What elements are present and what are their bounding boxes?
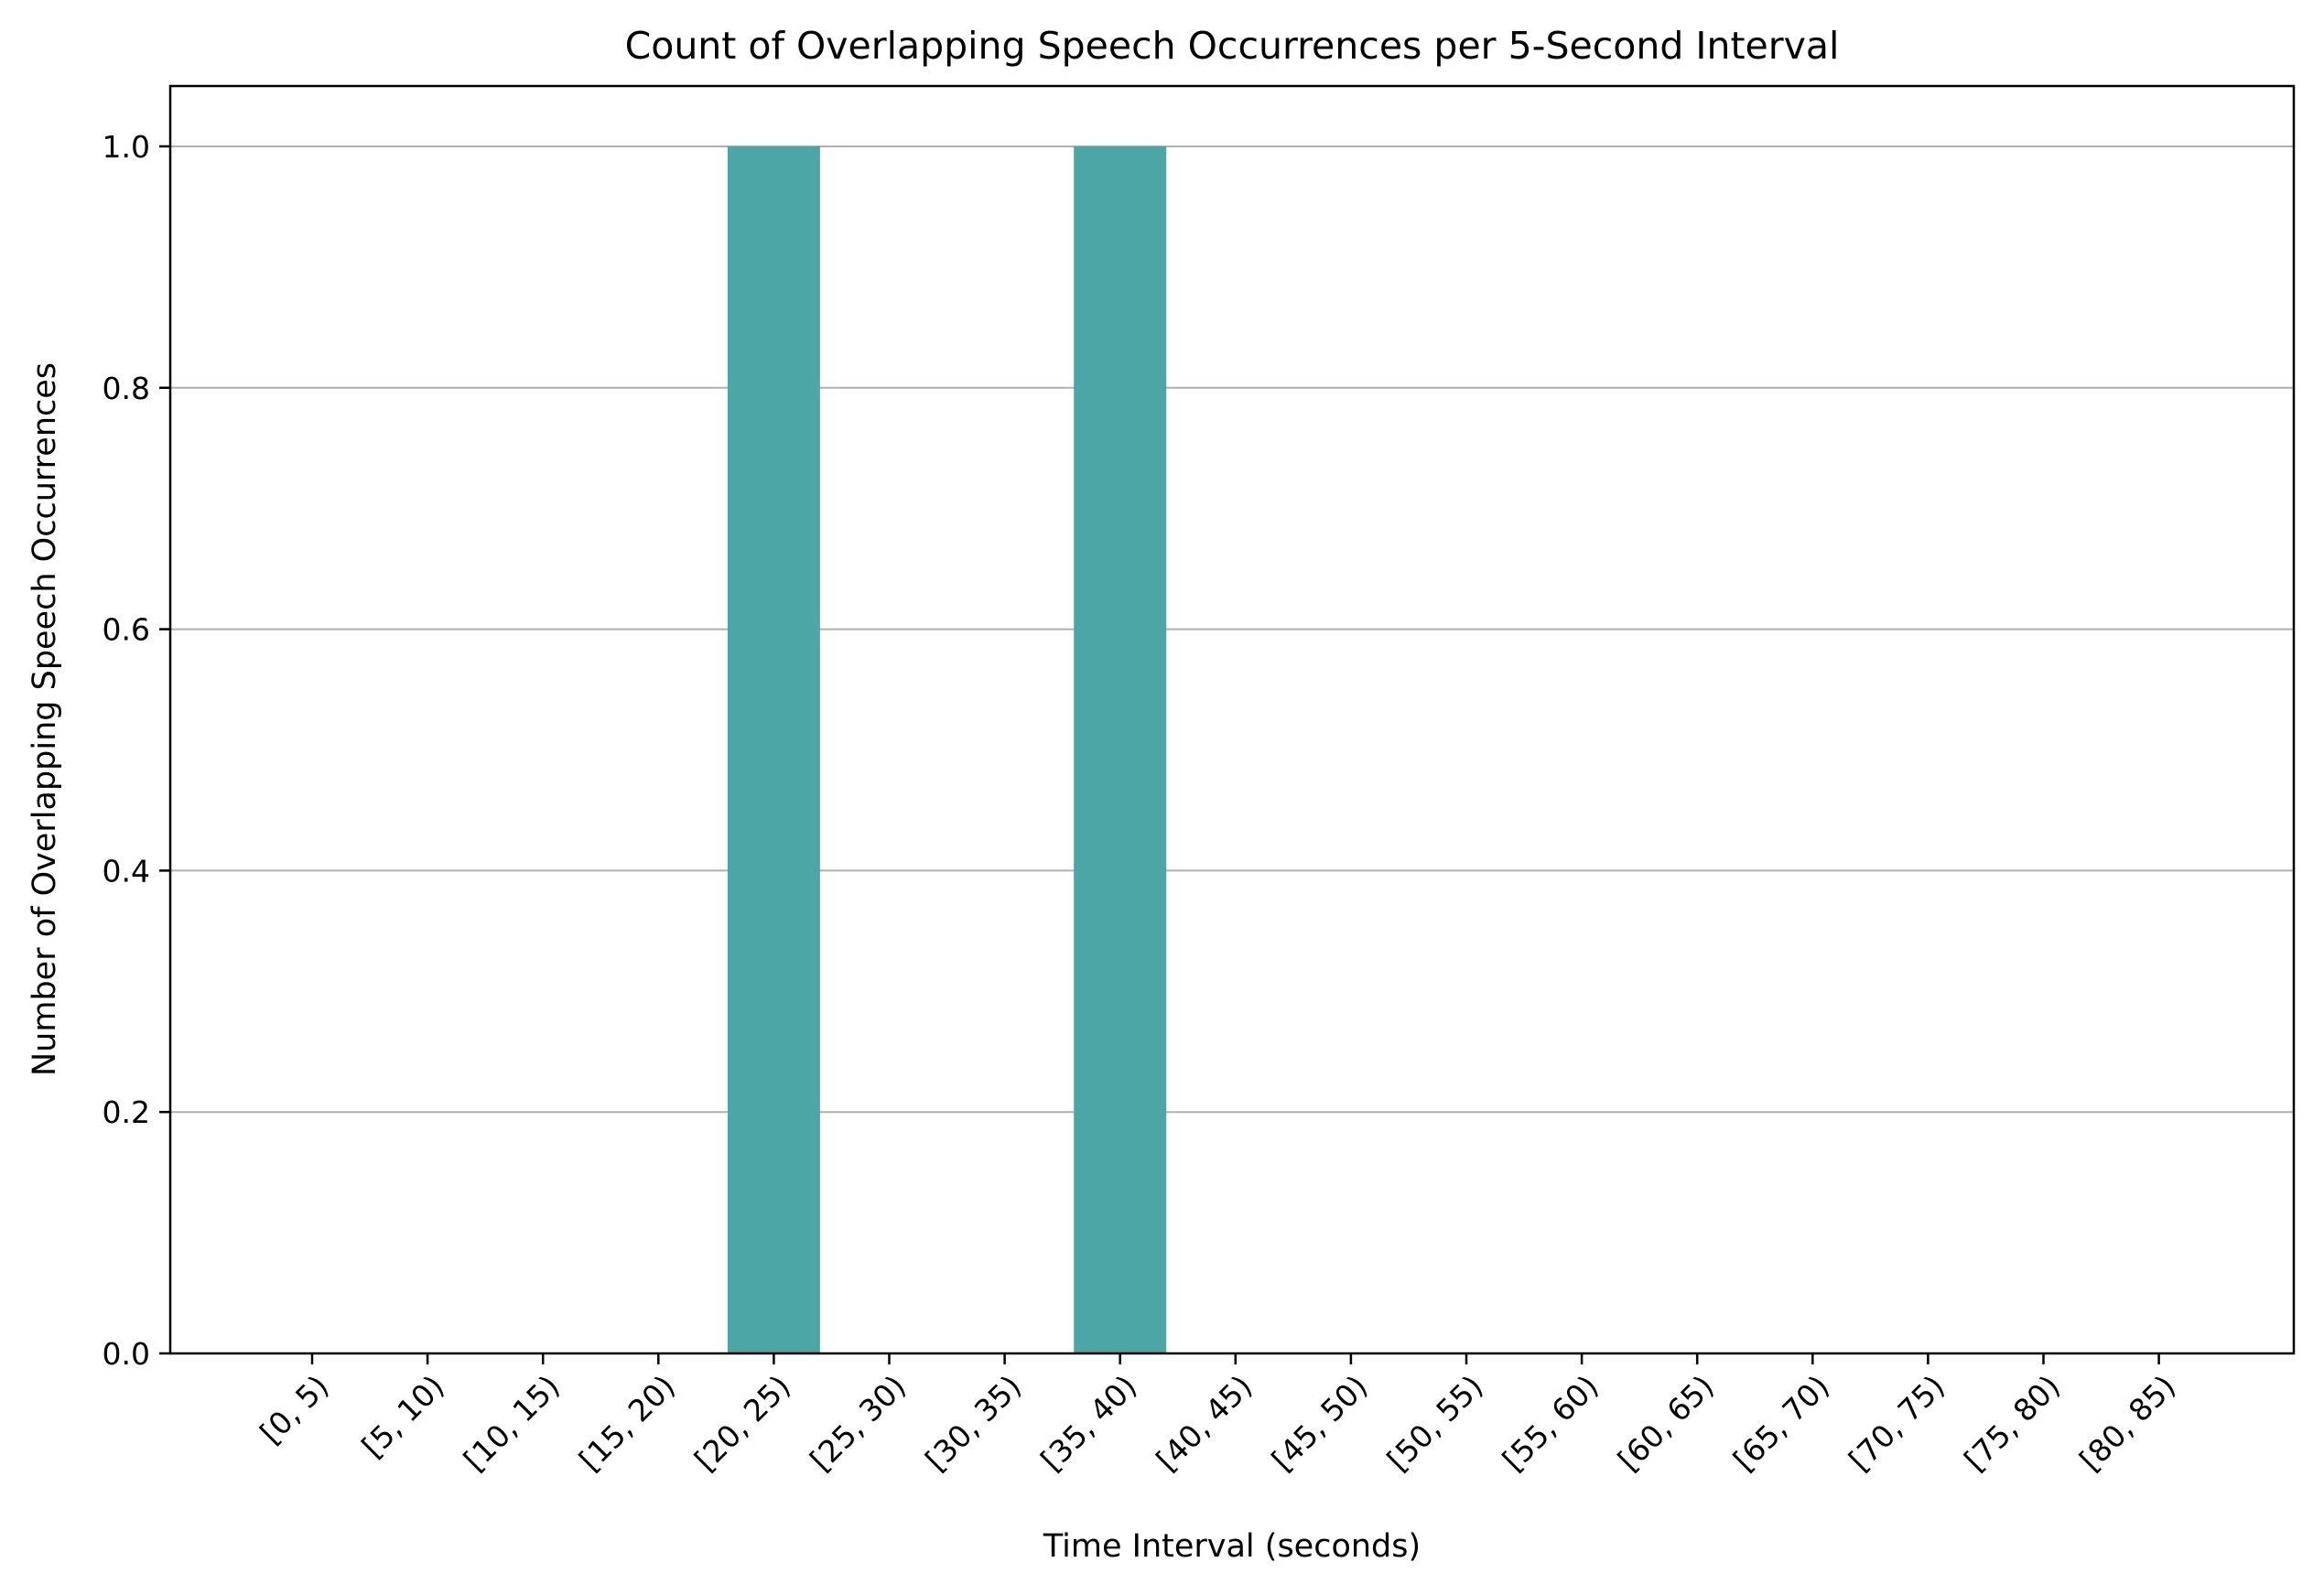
y-tick-label: 1.0	[103, 129, 150, 165]
y-tick-label: 0.8	[103, 371, 150, 406]
bars	[727, 145, 1167, 1353]
y-tick-label: 0.6	[103, 612, 150, 648]
plot-frame	[168, 84, 2296, 1355]
y-tick-label: 0.0	[103, 1336, 150, 1372]
y-tick-label: 0.2	[103, 1094, 150, 1130]
chart-title: Count of Overlapping Speech Occurrences …	[625, 24, 1840, 68]
x-tick-label: [80, 85)	[2072, 1368, 2182, 1478]
x-axis-title: Time Interval (seconds)	[1043, 1528, 1421, 1565]
x-tick-label: [15, 20)	[572, 1368, 682, 1478]
x-tick-label: [5, 10)	[355, 1368, 451, 1464]
bar	[727, 145, 820, 1353]
x-tick-label: [45, 50)	[1265, 1368, 1375, 1478]
x-tick-label: [55, 60)	[1496, 1368, 1605, 1478]
x-tick-label: [50, 55)	[1380, 1368, 1490, 1478]
y-gridlines	[170, 145, 2294, 1354]
x-tick-label: [75, 80)	[1957, 1368, 2067, 1478]
x-tick-label: [30, 35)	[918, 1368, 1028, 1478]
x-tick-label: [60, 65)	[1611, 1368, 1721, 1478]
y-axis-title: Number of Overlapping Speech Occurrences	[27, 362, 63, 1076]
bar	[1074, 145, 1167, 1353]
x-tick-label: [70, 75)	[1842, 1368, 1951, 1478]
y-tick-label: 0.4	[103, 853, 150, 889]
x-tick-label: [35, 40)	[1033, 1368, 1143, 1478]
x-axis-ticks: [0, 5) [5, 10) [10, 15) [15, 20) [20, 25) [25…	[253, 1353, 2182, 1478]
x-tick-label: [65, 70)	[1726, 1368, 1836, 1478]
y-axis-ticks: 0.0 0.2 0.4 0.6 0.8 1.0	[103, 129, 170, 1372]
x-tick-label: [25, 30)	[803, 1368, 913, 1478]
x-tick-label: [10, 15)	[457, 1368, 567, 1478]
x-tick-label: [20, 25)	[687, 1368, 797, 1478]
x-tick-label: [40, 45)	[1149, 1368, 1259, 1478]
x-tick-label: [0, 5)	[253, 1368, 335, 1450]
